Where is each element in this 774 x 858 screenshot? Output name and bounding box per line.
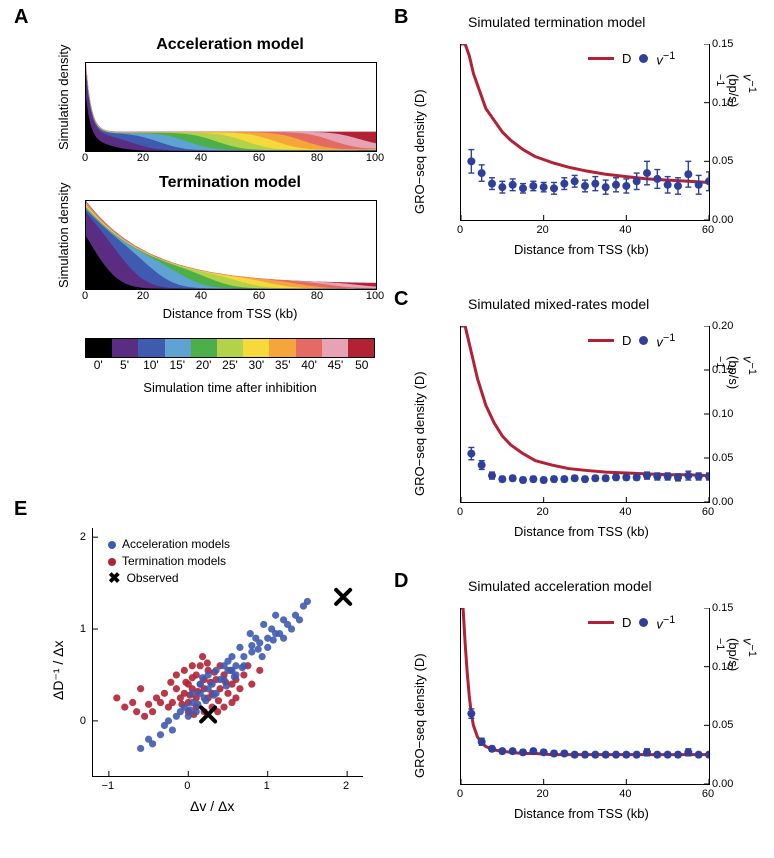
swatch [269, 338, 295, 358]
panelA-term-ylabel: Simulation density [56, 183, 71, 289]
panelE-xlabel: Δv / Δx [190, 798, 234, 814]
panelA-swatch-caption: Simulation time after inhibition [85, 380, 375, 395]
panelA-term-title: Termination model [85, 174, 375, 192]
figure: A B C D E Acceleration model Simulation … [0, 0, 774, 858]
panelA-acc-plot [85, 62, 377, 152]
plot-title: Simulated termination model [468, 14, 645, 30]
panel-label-E: E [14, 498, 27, 521]
plot-legend: Dv−1 [588, 614, 675, 631]
x-label: Distance from TSS (kb) [514, 806, 649, 821]
x-label: Distance from TSS (kb) [514, 524, 649, 539]
plot-title: Simulated acceleration model [468, 578, 652, 594]
panelA-acc-title: Acceleration model [85, 36, 375, 54]
swatch [191, 338, 217, 358]
panelA-swatch-labels: 0'5'10'15'20'25'30'35'40'45'50 [85, 358, 375, 376]
swatch [85, 338, 112, 358]
panelE-ylabel: ΔD⁻¹ / Δx [50, 640, 67, 700]
panelD: Simulated acceleration model GRO−seq dens… [394, 574, 764, 834]
plot-title: Simulated mixed-rates model [468, 296, 649, 312]
swatch [112, 338, 138, 358]
plot-legend: Dv−1 [588, 50, 675, 67]
swatch [138, 338, 164, 358]
swatch [296, 338, 322, 358]
plot-legend: Dv−1 [588, 332, 675, 349]
panelA-term-plot [85, 200, 377, 290]
plot-axes [460, 326, 710, 503]
x-label: Distance from TSS (kb) [514, 242, 649, 257]
swatch [322, 338, 348, 358]
swatch [165, 338, 191, 358]
panel-label-A: A [14, 6, 28, 29]
panelB: Simulated termination model GRO−seq densi… [394, 10, 764, 270]
plot-axes [460, 44, 710, 221]
panelA-xlabel: Distance from TSS (kb) [85, 306, 375, 321]
plot-axes [460, 608, 710, 785]
swatch [243, 338, 269, 358]
y-label-left: GRO−seq density (D) [412, 89, 427, 214]
panelC: Simulated mixed-rates model GRO−seq densi… [394, 292, 764, 552]
panelA-acc-ylabel: Simulation density [56, 45, 71, 151]
swatch [348, 338, 375, 358]
panelE-legend: Acceleration modelsTermination models✖Ob… [108, 536, 230, 587]
panelA-swatch-row [85, 338, 375, 358]
swatch [217, 338, 243, 358]
y-label-left: GRO−seq density (D) [412, 653, 427, 778]
y-label-left: GRO−seq density (D) [412, 371, 427, 496]
